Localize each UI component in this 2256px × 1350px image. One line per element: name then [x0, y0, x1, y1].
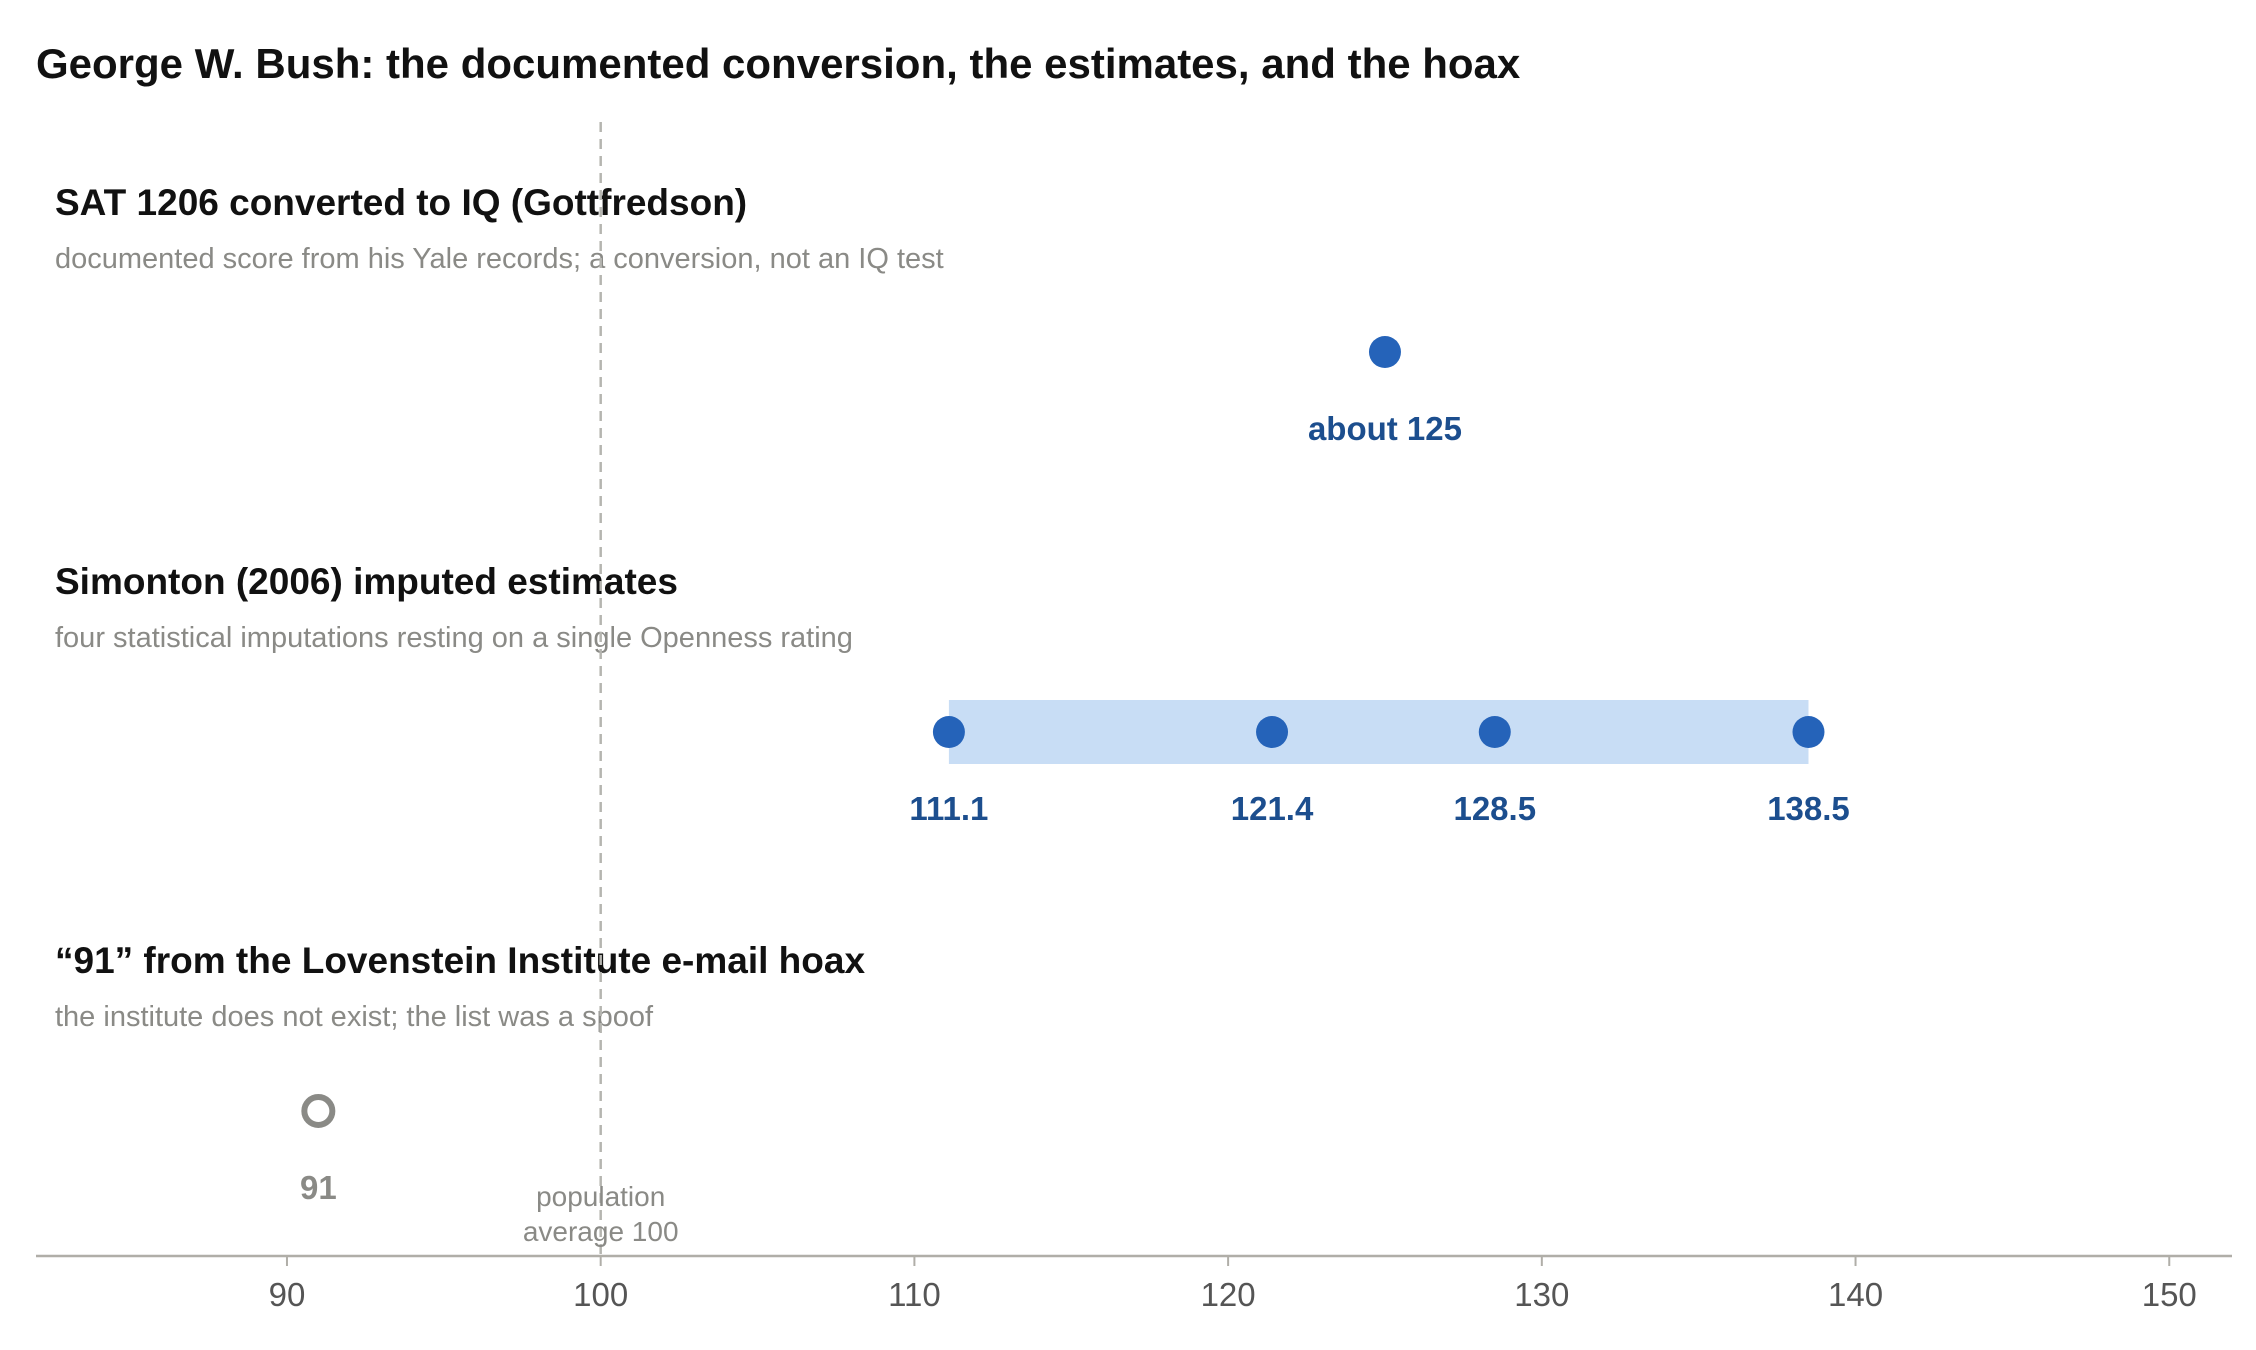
data-point-row2-1: [932, 716, 965, 748]
x-tick-label: 140: [1828, 1276, 1883, 1313]
data-label-row2-3: 128.5: [1453, 790, 1536, 827]
data-point-row1-1: [1368, 336, 1401, 368]
data-label-row1-1: about 125: [1308, 410, 1462, 447]
reference-label-line1: population: [536, 1181, 665, 1212]
x-tick-label: 110: [888, 1276, 941, 1313]
data-point-row2-4: [1792, 716, 1825, 748]
x-tick-label: 120: [1201, 1276, 1256, 1313]
data-label-row2-2: 121.4: [1231, 790, 1314, 827]
data-point-row3-1: [301, 1094, 336, 1128]
data-points-group: about 125 111.1 121.4 128.5 138.5 91: [300, 336, 1850, 1206]
chart-title: George W. Bush: the documented conversio…: [36, 40, 1521, 87]
data-point-row2-3: [1478, 716, 1511, 748]
data-label-row2-4: 138.5: [1767, 790, 1850, 827]
row-2-title: Simonton (2006) imputed estimates: [55, 561, 678, 602]
row-2-subtitle: four statistical imputations resting on …: [55, 622, 853, 654]
data-label-row2-1: 111.1: [909, 790, 988, 827]
row-1-subtitle: documented score from his Yale records; …: [55, 243, 944, 275]
x-axis: 90 100 110 120 130 140 150: [36, 1254, 2232, 1313]
x-tick-label: 100: [573, 1276, 628, 1313]
data-point-row2-2: [1256, 716, 1289, 748]
x-tick-label: 130: [1514, 1276, 1569, 1313]
data-label-row3-1: 91: [300, 1169, 337, 1206]
reference-line-group: population average 100: [523, 122, 679, 1256]
row-3-title: “91” from the Lovenstein Institute e-mai…: [55, 940, 865, 981]
row-1-title: SAT 1206 converted to IQ (Gottfredson): [55, 182, 747, 223]
range-band-group: [948, 700, 1809, 764]
x-tick-label: 150: [2142, 1276, 2197, 1313]
row-3-subtitle: the institute does not exist; the list w…: [55, 1001, 654, 1033]
reference-label-line2: average 100: [523, 1216, 679, 1247]
estimate-range-band: [948, 700, 1809, 764]
x-tick-label: 90: [269, 1276, 306, 1313]
